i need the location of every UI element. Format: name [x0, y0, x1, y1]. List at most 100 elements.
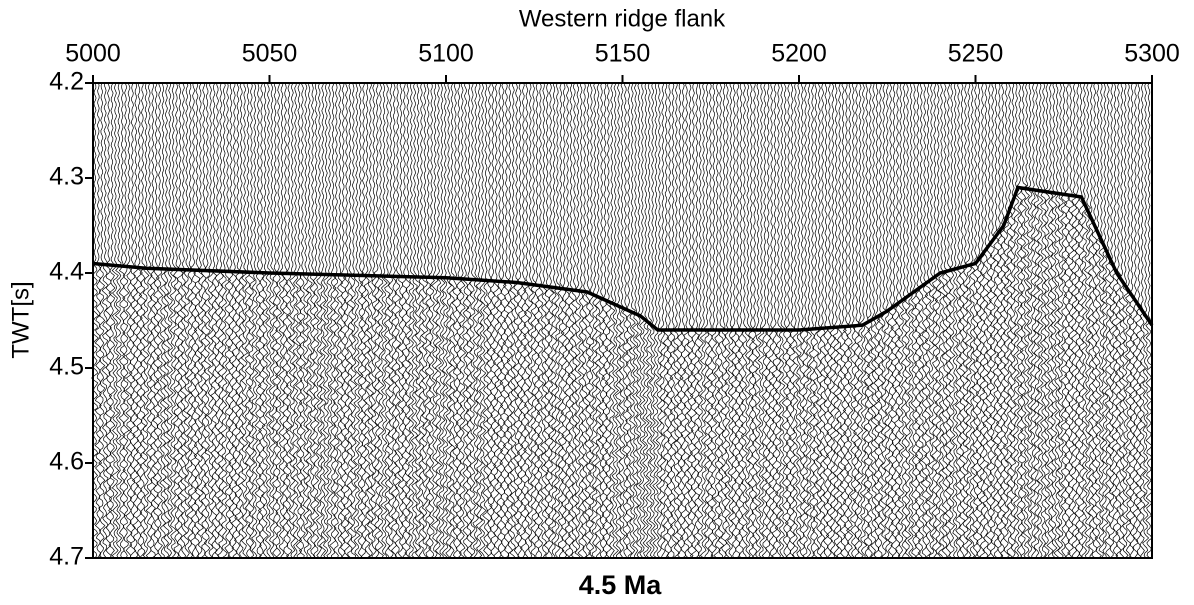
trace — [553, 82, 562, 559]
trace — [590, 82, 599, 559]
trace — [254, 82, 262, 559]
trace — [346, 82, 354, 559]
trace — [856, 82, 864, 559]
trace — [250, 82, 259, 559]
trace — [468, 82, 477, 559]
x-tick-label: 5200 — [771, 40, 827, 68]
trace — [740, 82, 748, 559]
trace — [1043, 82, 1051, 559]
trace — [434, 82, 443, 559]
trace — [924, 82, 932, 559]
trace — [828, 82, 837, 559]
trace — [1036, 82, 1044, 559]
trace — [964, 82, 973, 559]
trace — [890, 82, 898, 559]
trace — [224, 82, 232, 559]
trace — [805, 82, 813, 559]
trace — [526, 82, 534, 559]
x-tick-label: 5250 — [948, 40, 1004, 68]
trace — [1033, 83, 1041, 559]
trace — [842, 82, 851, 559]
trace — [784, 82, 793, 559]
trace — [628, 82, 637, 559]
trace — [573, 82, 582, 559]
trace — [927, 82, 936, 559]
trace — [710, 82, 718, 559]
trace — [148, 82, 157, 559]
trace — [322, 82, 330, 559]
trace — [764, 82, 772, 559]
trace — [240, 82, 249, 559]
trace — [567, 82, 575, 559]
trace — [142, 82, 150, 559]
trace — [611, 82, 620, 559]
trace — [951, 82, 959, 559]
trace — [438, 82, 446, 559]
trace — [669, 82, 677, 559]
trace — [1077, 82, 1085, 559]
trace — [196, 82, 205, 559]
trace — [448, 82, 456, 559]
trace — [635, 82, 643, 559]
trace — [264, 82, 273, 559]
trace — [131, 82, 140, 559]
trace — [118, 82, 127, 559]
trace — [1090, 82, 1099, 559]
trace — [540, 82, 548, 559]
trace — [380, 82, 388, 559]
trace — [971, 82, 980, 559]
trace — [237, 82, 246, 559]
trace — [455, 82, 463, 559]
trace — [335, 82, 344, 559]
trace — [968, 82, 977, 559]
trace — [944, 82, 953, 559]
trace — [278, 82, 286, 559]
trace — [404, 82, 412, 559]
trace — [686, 82, 694, 559]
trace — [308, 82, 317, 558]
caption: 4.5 Ma — [579, 570, 663, 600]
trace — [220, 82, 228, 559]
trace — [693, 82, 701, 559]
trace — [774, 82, 783, 559]
trace — [312, 82, 320, 559]
trace — [216, 82, 225, 559]
trace — [730, 82, 739, 559]
trace — [376, 82, 385, 559]
y-tick-label: 4.5 — [49, 353, 84, 381]
trace — [155, 82, 164, 559]
trace — [431, 82, 439, 559]
trace — [812, 82, 820, 559]
trace — [499, 82, 507, 559]
trace — [145, 82, 153, 559]
trace — [523, 82, 531, 559]
trace — [356, 82, 365, 559]
trace — [988, 83, 997, 559]
trace — [349, 82, 358, 559]
trace — [298, 82, 307, 559]
x-tick-label: 5050 — [242, 40, 298, 68]
trace — [658, 82, 667, 559]
trace — [407, 82, 416, 559]
trace — [101, 82, 109, 559]
trace — [200, 82, 208, 559]
trace — [461, 82, 470, 559]
trace — [128, 82, 137, 559]
trace — [417, 82, 426, 559]
trace — [931, 82, 939, 559]
trace — [533, 82, 541, 559]
trace — [512, 82, 521, 559]
trace — [444, 82, 453, 559]
trace — [1073, 82, 1081, 559]
trace — [1087, 82, 1096, 559]
trace — [114, 82, 123, 559]
x-tick-label: 5000 — [65, 40, 121, 68]
trace — [339, 82, 348, 559]
trace — [104, 82, 113, 559]
trace — [904, 82, 912, 559]
trace — [1015, 82, 1024, 559]
trace — [206, 82, 215, 559]
trace — [1056, 82, 1065, 559]
trace — [285, 82, 293, 559]
trace — [1026, 82, 1034, 559]
